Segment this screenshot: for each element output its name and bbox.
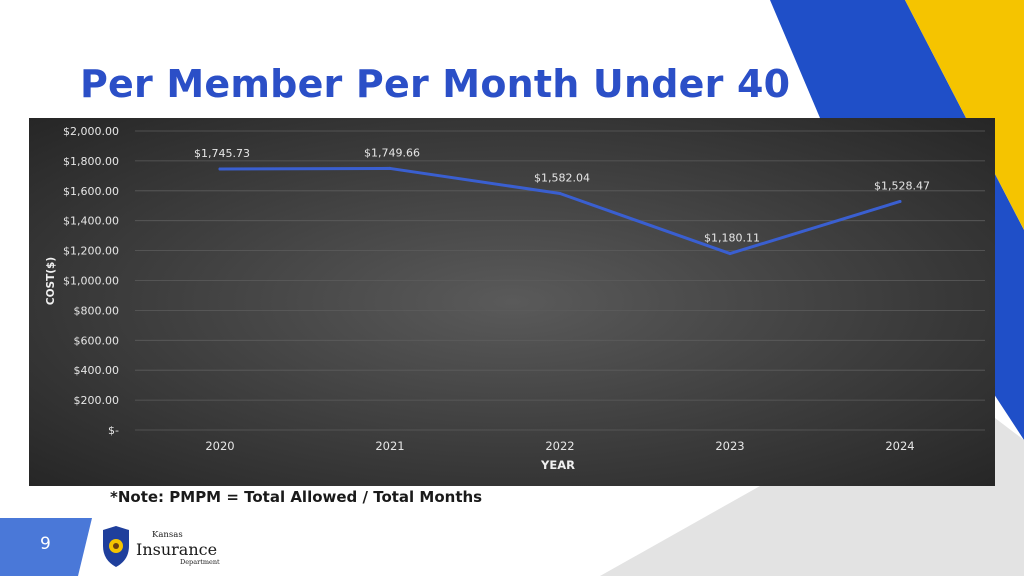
y-tick-label: $1,000.00 [63, 275, 119, 288]
y-tick-label: $- [108, 424, 119, 437]
data-point [218, 167, 222, 171]
footnote: *Note: PMPM = Total Allowed / Total Mont… [110, 488, 483, 506]
data-label: $1,582.04 [534, 171, 590, 184]
x-tick-label: 2020 [205, 439, 234, 453]
x-tick-label: 2022 [545, 439, 574, 453]
y-tick-label: $600.00 [74, 334, 120, 347]
logo-kansas-text: Kansas [152, 530, 183, 540]
page-badge-shape [0, 518, 92, 576]
data-label: $1,528.47 [874, 179, 930, 192]
page-number: 9 [40, 534, 51, 554]
gray-bottom-shape [600, 418, 1024, 576]
y-tick-label: $1,600.00 [63, 185, 119, 198]
y-tick-label: $1,200.00 [63, 245, 119, 258]
data-point [898, 199, 902, 203]
data-label: $1,749.66 [364, 146, 420, 159]
sunflower-center [113, 543, 119, 549]
x-tick-label: 2024 [885, 439, 914, 453]
chart-panel: $- $200.00 $400.00 $600.00 $800.00 $1,000.00 $… [29, 118, 995, 486]
y-tick-label: $2,000.00 [63, 125, 119, 138]
x-tick-label: 2021 [375, 439, 404, 453]
y-tick-label: $400.00 [74, 364, 120, 377]
logo-department-text: Department [180, 558, 220, 566]
y-tick-label: $1,800.00 [63, 155, 119, 168]
data-point [558, 191, 562, 195]
logo-insurance-text: Insurance [136, 540, 217, 559]
data-point [728, 252, 732, 256]
slide-title: Per Member Per Month Under 40 [80, 62, 791, 106]
y-axis-title: COST($) [45, 257, 57, 305]
data-point [388, 166, 392, 170]
kansas-insurance-logo: Kansas Insurance Department [103, 526, 220, 567]
x-axis-title: YEAR [540, 458, 575, 472]
line-chart: $- $200.00 $400.00 $600.00 $800.00 $1,000.00 $… [45, 125, 985, 472]
y-tick-label: $800.00 [74, 304, 120, 317]
y-tick-label: $200.00 [74, 394, 120, 407]
x-tick-label: 2023 [715, 439, 744, 453]
data-label: $1,745.73 [194, 147, 250, 160]
y-tick-label: $1,400.00 [63, 215, 119, 228]
data-label: $1,180.11 [704, 232, 760, 245]
